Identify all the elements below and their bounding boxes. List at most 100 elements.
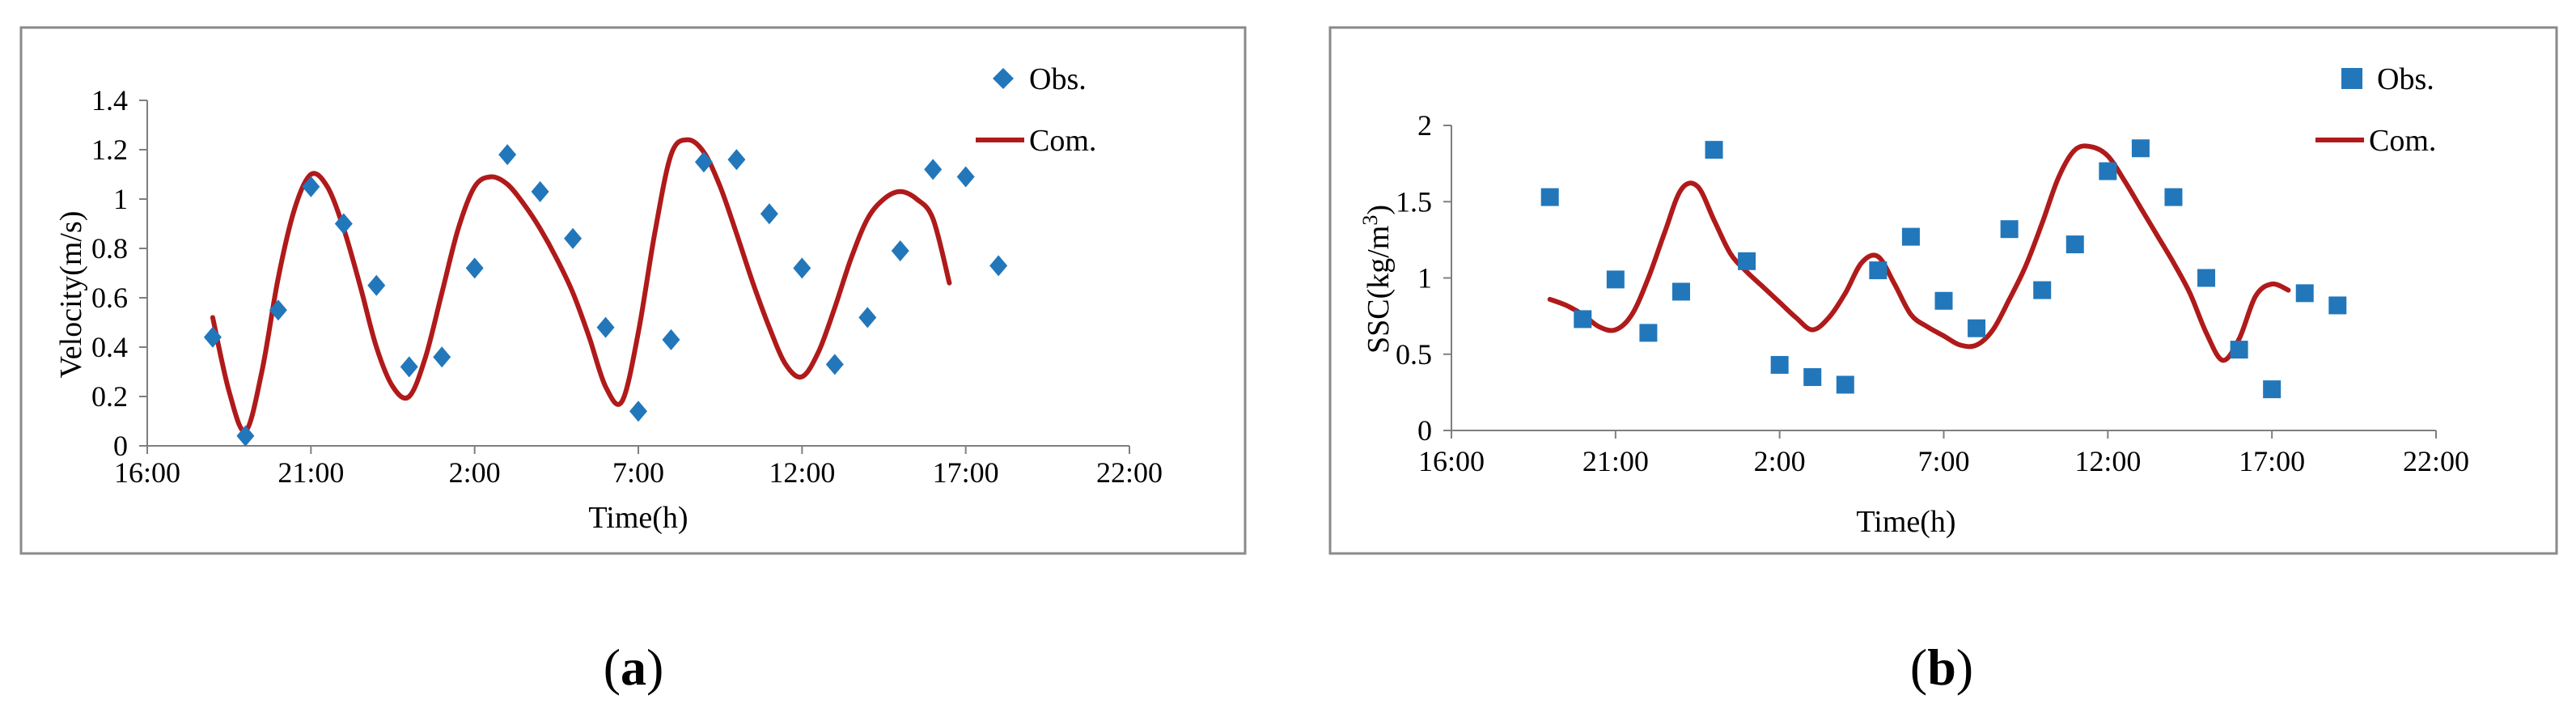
obs-points-b — [1540, 139, 2347, 399]
com-line-a — [210, 137, 952, 434]
obs-point — [1639, 324, 1658, 342]
obs-point — [203, 326, 222, 348]
obs-point — [2328, 296, 2347, 315]
obs-point — [269, 299, 287, 321]
obs-point — [662, 329, 680, 350]
legend-obs-label-a: Obs. — [1029, 62, 1087, 96]
obs-point — [531, 180, 549, 202]
x-tick-label: 22:00 — [1096, 456, 1163, 489]
x-tick-label: 17:00 — [933, 456, 999, 489]
obs-point — [2099, 162, 2117, 180]
x-tick-label: 7:00 — [612, 456, 664, 489]
y-axis-label-b-close: ) — [1362, 205, 1396, 215]
y-tick-label: 1 — [113, 183, 128, 215]
y-tick-label: 0 — [113, 430, 128, 462]
obs-point — [433, 346, 451, 368]
chart-frame-b — [1328, 26, 2558, 555]
obs-point — [2295, 284, 2314, 303]
obs-point — [1836, 375, 1854, 394]
legend-b: Obs. Com. — [2315, 62, 2436, 158]
caption-letter-a: a — [621, 638, 646, 696]
obs-point — [1803, 368, 1822, 387]
obs-point — [956, 166, 975, 188]
y-tick-labels-b: 0 0.5 1 1.5 2 — [1396, 109, 1432, 447]
obs-point — [825, 354, 844, 375]
obs-point — [2197, 269, 2216, 287]
obs-point — [1968, 319, 1986, 337]
obs-point — [2131, 139, 2150, 158]
axes-b — [1443, 125, 2437, 439]
obs-point — [2065, 235, 2084, 254]
obs-point — [2164, 188, 2183, 206]
legend-obs-label-b: Obs. — [2377, 62, 2434, 96]
obs-point — [694, 151, 713, 173]
obs-point — [989, 255, 1008, 277]
x-tick-labels-a: 16:00 21:00 2:00 7:00 12:00 17:00 22:00 — [114, 456, 1163, 489]
com-series-line — [210, 137, 952, 434]
com-line-b — [1547, 143, 2291, 363]
obs-point — [498, 144, 517, 166]
x-tick-label: 21:00 — [1582, 445, 1649, 477]
obs-point — [1705, 141, 1723, 159]
x-tick-label: 2:00 — [449, 456, 501, 489]
obs-point — [400, 356, 418, 378]
obs-point — [2230, 341, 2248, 359]
x-axis-label-a: Time(h) — [588, 501, 688, 535]
caption-close-b: ) — [1956, 638, 1973, 696]
x-tick-label: 16:00 — [1418, 445, 1485, 477]
y-tick-label: 0.6 — [91, 282, 128, 314]
obs-point — [1606, 270, 1625, 289]
obs-point — [1869, 261, 1888, 280]
obs-point — [2263, 380, 2282, 399]
obs-point — [367, 274, 386, 296]
obs-point — [1770, 355, 1789, 374]
caption-open-a: ( — [604, 638, 621, 696]
obs-point — [1540, 188, 1559, 206]
x-tick-label: 22:00 — [2403, 445, 2469, 477]
x-tick-label: 7:00 — [1917, 445, 1969, 477]
y-tick-label: 1.2 — [91, 134, 128, 166]
obs-point — [629, 401, 647, 422]
obs-point — [465, 257, 484, 279]
y-tick-label: 1 — [1417, 262, 1432, 295]
legend-com-label-a: Com. — [1029, 124, 1096, 158]
y-tick-label: 1.4 — [91, 84, 128, 117]
obs-point — [891, 240, 909, 262]
com-series-line — [1547, 143, 2291, 363]
x-tick-label: 16:00 — [114, 456, 180, 489]
obs-point — [596, 316, 615, 338]
y-axis-label-b: SSC(kg/m3) — [1358, 205, 1396, 354]
obs-point — [727, 149, 746, 171]
x-tick-label: 17:00 — [2239, 445, 2305, 477]
x-tick-label: 12:00 — [769, 456, 835, 489]
y-tick-label: 0.5 — [1396, 338, 1432, 371]
chart-panel-a: 00.20.40.60.811.21.4 16:00 21:00 2:00 7:00 1… — [19, 26, 1247, 696]
obs-point — [760, 203, 778, 225]
x-axis-label-b: Time(h) — [1856, 505, 1955, 539]
obs-point — [1738, 252, 1756, 270]
obs-point — [1934, 291, 1953, 310]
y-axis-label-b-main: SSC(kg/m — [1362, 226, 1396, 354]
obs-point — [1671, 282, 1690, 301]
obs-point — [334, 213, 353, 235]
y-axis-label-b-sup: 3 — [1358, 215, 1382, 226]
y-tick-labels-a: 0 0.2 0.4 0.6 0.8 1 1.2 1.4 — [91, 84, 128, 462]
caption-a: (a) — [604, 638, 664, 696]
obs-point — [1574, 310, 1592, 329]
obs-point — [2000, 220, 2019, 239]
obs-point — [924, 159, 943, 180]
chart-frame-a — [19, 26, 1247, 555]
x-tick-labels-b: 16:00 21:00 2:00 7:00 12:00 17:00 22:00 — [1418, 445, 2469, 477]
obs-point — [236, 425, 255, 447]
obs-point — [858, 307, 877, 329]
caption-open-b: ( — [1910, 638, 1927, 696]
y-tick-label: 0.8 — [91, 232, 128, 265]
caption-close-a: ) — [646, 638, 663, 696]
obs-point — [302, 176, 320, 197]
x-tick-label: 21:00 — [278, 456, 344, 489]
legend-obs-marker-a — [993, 68, 1014, 89]
chart-panel-b: 0 0.5 1 1.5 2 16:00 21:00 2:00 7:00 12:00 17:00 22… — [1328, 26, 2558, 696]
obs-point — [1901, 227, 1920, 246]
y-tick-label: 0.4 — [91, 331, 128, 363]
obs-point — [793, 257, 811, 279]
